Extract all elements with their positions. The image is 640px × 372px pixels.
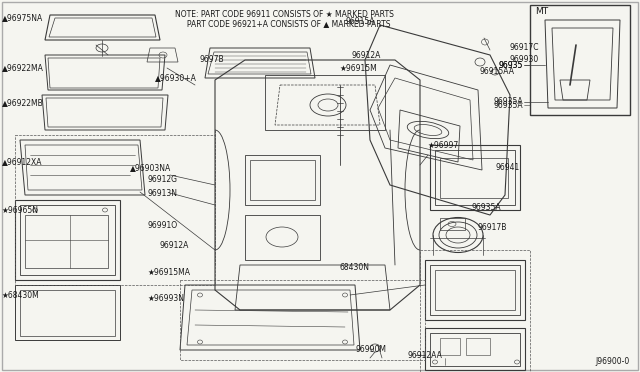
Text: 68430N: 68430N xyxy=(340,263,370,273)
Ellipse shape xyxy=(568,38,582,46)
Text: ▲96922MB: ▲96922MB xyxy=(2,99,44,108)
Text: 96912AA: 96912AA xyxy=(408,350,443,359)
Text: 96912G: 96912G xyxy=(147,176,177,185)
Text: 96935A: 96935A xyxy=(472,203,502,212)
Text: 96935: 96935 xyxy=(499,61,523,70)
Text: 96915A: 96915A xyxy=(345,17,374,26)
Text: 96935A: 96935A xyxy=(493,97,523,106)
Text: 96912A: 96912A xyxy=(352,51,381,60)
Text: 96913N: 96913N xyxy=(147,189,177,199)
Text: 96941: 96941 xyxy=(495,164,519,173)
Polygon shape xyxy=(530,5,630,115)
Text: 96991O: 96991O xyxy=(147,221,177,230)
Text: 96990M: 96990M xyxy=(355,346,386,355)
Text: ★96915MA: ★96915MA xyxy=(148,267,191,276)
Text: 96935: 96935 xyxy=(499,61,523,70)
Text: ▲96930+A: ▲96930+A xyxy=(155,74,197,83)
Text: ★96997: ★96997 xyxy=(428,141,460,150)
Text: ▲96912XA: ▲96912XA xyxy=(2,157,42,167)
Text: MT: MT xyxy=(535,7,548,16)
Text: 96915AA: 96915AA xyxy=(480,67,515,77)
Text: ★96965N: ★96965N xyxy=(2,205,39,215)
Text: 9697B: 9697B xyxy=(200,55,225,64)
Text: 96917C: 96917C xyxy=(510,44,540,52)
Text: ▲96922MA: ▲96922MA xyxy=(2,64,44,73)
Text: ★96915M: ★96915M xyxy=(340,64,378,73)
Text: NOTE: PART CODE 96911 CONSISTS OF ★ MARKED PARTS: NOTE: PART CODE 96911 CONSISTS OF ★ MARK… xyxy=(175,10,394,19)
Text: ▲96975NA: ▲96975NA xyxy=(2,13,44,22)
Text: J96900-0: J96900-0 xyxy=(596,357,630,366)
Text: ▲96903NA: ▲96903NA xyxy=(130,164,172,173)
Text: PART CODE 96921+A CONSISTS OF ▲ MARKED PARTS: PART CODE 96921+A CONSISTS OF ▲ MARKED P… xyxy=(175,19,390,29)
Text: ★96993N: ★96993N xyxy=(148,294,185,302)
Text: 96917B: 96917B xyxy=(478,224,508,232)
Text: ★68430M: ★68430M xyxy=(2,291,40,299)
Text: 96935A: 96935A xyxy=(493,100,523,109)
Text: 969930: 969930 xyxy=(510,55,540,64)
Text: 96912A: 96912A xyxy=(160,241,189,250)
